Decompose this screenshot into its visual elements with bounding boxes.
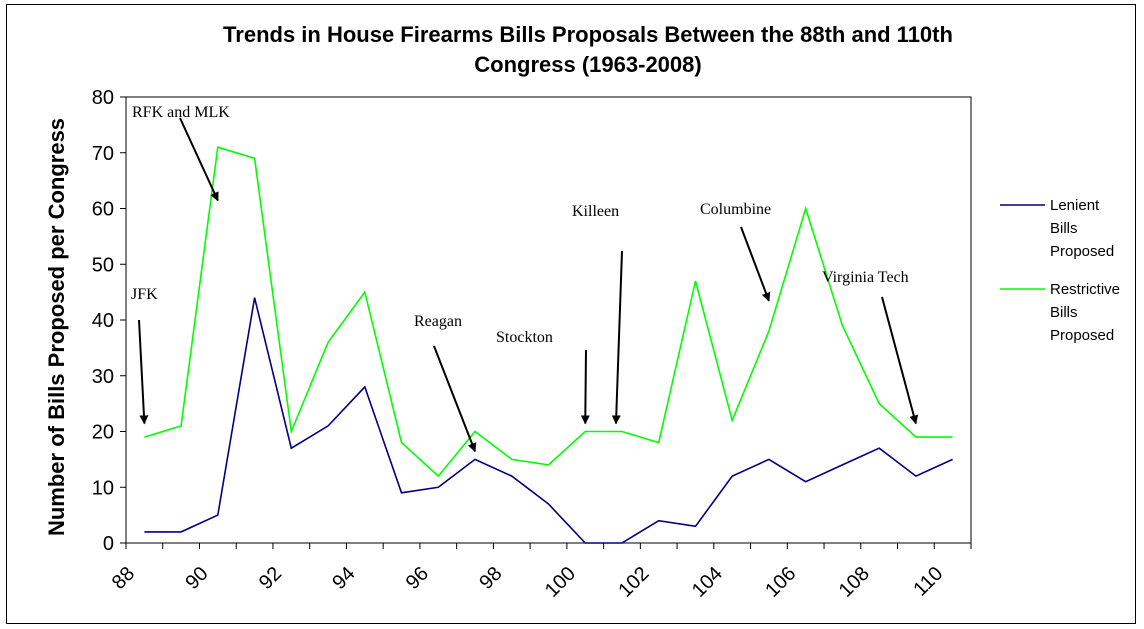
x-tick-label: 102 [614,563,653,602]
annotation-label: Killeen [572,203,619,220]
chart-title-line-1: Trends in House Firearms Bills Proposals… [223,22,953,47]
annotation-label: Columbine [700,201,771,218]
y-axis: 0 10 20 30 40 50 60 70 80 [92,87,126,555]
x-tick-label: 110 [909,563,947,601]
x-tick-label: 96 [402,563,433,594]
annotations: RFK and MLK JFK Reagan Stockton Killeen Colum… [131,104,919,453]
annotation-label: Virginia Tech [822,269,909,286]
legend-label: Proposed [1050,243,1114,260]
annotation-label: JFK [131,286,158,303]
chart-frame [6,4,1136,624]
annotation-arrow [179,117,219,202]
y-tick-label: 80 [92,87,114,109]
legend-label: Bills [1050,220,1078,237]
y-tick-label: 40 [92,310,114,332]
y-tick-label: 0 [103,533,114,555]
legend-label: Lenient [1050,197,1100,214]
annotation-arrow [611,250,623,425]
y-tick-label: 70 [92,143,114,165]
y-tick-label: 50 [92,254,114,276]
x-tick-label: 90 [181,563,212,594]
x-tick-label: 88 [108,563,139,594]
annotation-label: Stockton [496,329,553,346]
legend-label: Restrictive [1050,281,1120,298]
y-tick-label: 20 [92,422,114,444]
y-tick-label: 60 [92,199,114,221]
legend-label: Bills [1050,304,1078,321]
x-tick-label: 98 [475,563,506,594]
chart-title-line-2: Congress (1963-2008) [474,52,701,77]
annotation-arrow [433,345,477,453]
annotation-arrow [580,349,590,425]
x-tick-label: 104 [688,563,727,602]
series-layer [144,146,953,544]
plot-area [125,96,972,544]
x-tick-label: 94 [328,563,359,594]
y-tick-label: 30 [92,366,114,388]
annotation-label: RFK and MLK [132,104,230,121]
series-line-restrictive [144,146,953,478]
annotation-label: Reagan [414,313,462,330]
annotation-arrow [740,226,771,302]
x-tick-label: 108 [835,563,874,602]
legend-label: Proposed [1050,327,1114,344]
x-tick-label: 92 [255,563,286,594]
annotation-arrow [138,319,149,425]
y-axis-label: Number of Bills Proposed per Congress [44,118,69,536]
x-axis: 88 90 92 94 96 98 100 102 104 106 108 110 [108,543,972,602]
x-tick-label: 100 [541,563,580,602]
legend: Lenient Bills Proposed Restrictive Bills Prop… [1000,197,1120,344]
annotation-arrow [881,296,919,425]
y-tick-label: 10 [92,477,114,499]
series-line-lenient [144,297,953,544]
x-tick-label: 106 [761,563,800,602]
